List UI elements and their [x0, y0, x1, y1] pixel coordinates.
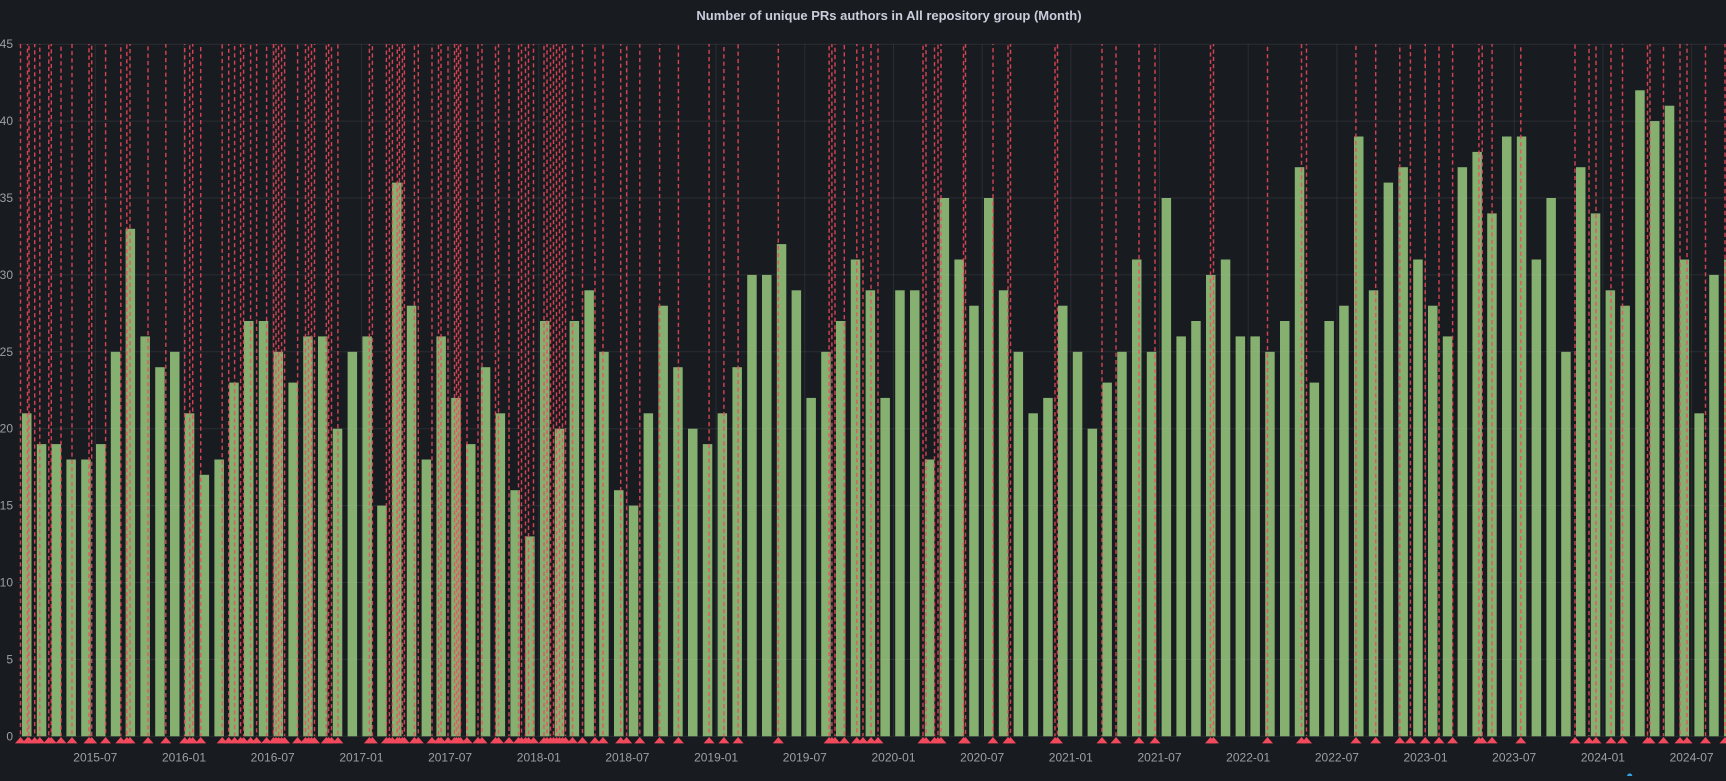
- svg-text:2016-07: 2016-07: [251, 751, 295, 765]
- svg-text:35: 35: [0, 191, 13, 205]
- svg-text:2016-01: 2016-01: [162, 751, 206, 765]
- svg-text:2019-01: 2019-01: [694, 751, 738, 765]
- svg-text:2018-01: 2018-01: [517, 751, 561, 765]
- svg-text:2023-01: 2023-01: [1403, 751, 1447, 765]
- svg-text:2024-07: 2024-07: [1670, 751, 1714, 765]
- svg-text:45: 45: [0, 37, 13, 51]
- svg-text:2015-07: 2015-07: [73, 751, 117, 765]
- svg-text:30: 30: [0, 268, 13, 282]
- svg-text:2021-01: 2021-01: [1049, 751, 1093, 765]
- svg-text:2022-01: 2022-01: [1226, 751, 1270, 765]
- svg-text:5: 5: [6, 652, 13, 666]
- svg-text:2022-07: 2022-07: [1315, 751, 1359, 765]
- svg-text:2020-07: 2020-07: [960, 751, 1004, 765]
- svg-text:2024-01: 2024-01: [1581, 751, 1625, 765]
- svg-text:2020-01: 2020-01: [871, 751, 915, 765]
- svg-text:2019-07: 2019-07: [783, 751, 827, 765]
- svg-text:15: 15: [0, 499, 13, 513]
- svg-text:Number of unique PRs authors i: Number of unique PRs authors in All repo…: [696, 8, 1081, 23]
- svg-text:2021-07: 2021-07: [1137, 751, 1181, 765]
- svg-text:2023-07: 2023-07: [1492, 751, 1536, 765]
- svg-text:25: 25: [0, 345, 13, 359]
- svg-text:0: 0: [6, 729, 13, 743]
- svg-text:2017-07: 2017-07: [428, 751, 472, 765]
- svg-text:2018-07: 2018-07: [605, 751, 649, 765]
- svg-text:40: 40: [0, 114, 13, 128]
- svg-text:2017-01: 2017-01: [339, 751, 383, 765]
- svg-text:10: 10: [0, 576, 13, 590]
- svg-text:20: 20: [0, 422, 13, 436]
